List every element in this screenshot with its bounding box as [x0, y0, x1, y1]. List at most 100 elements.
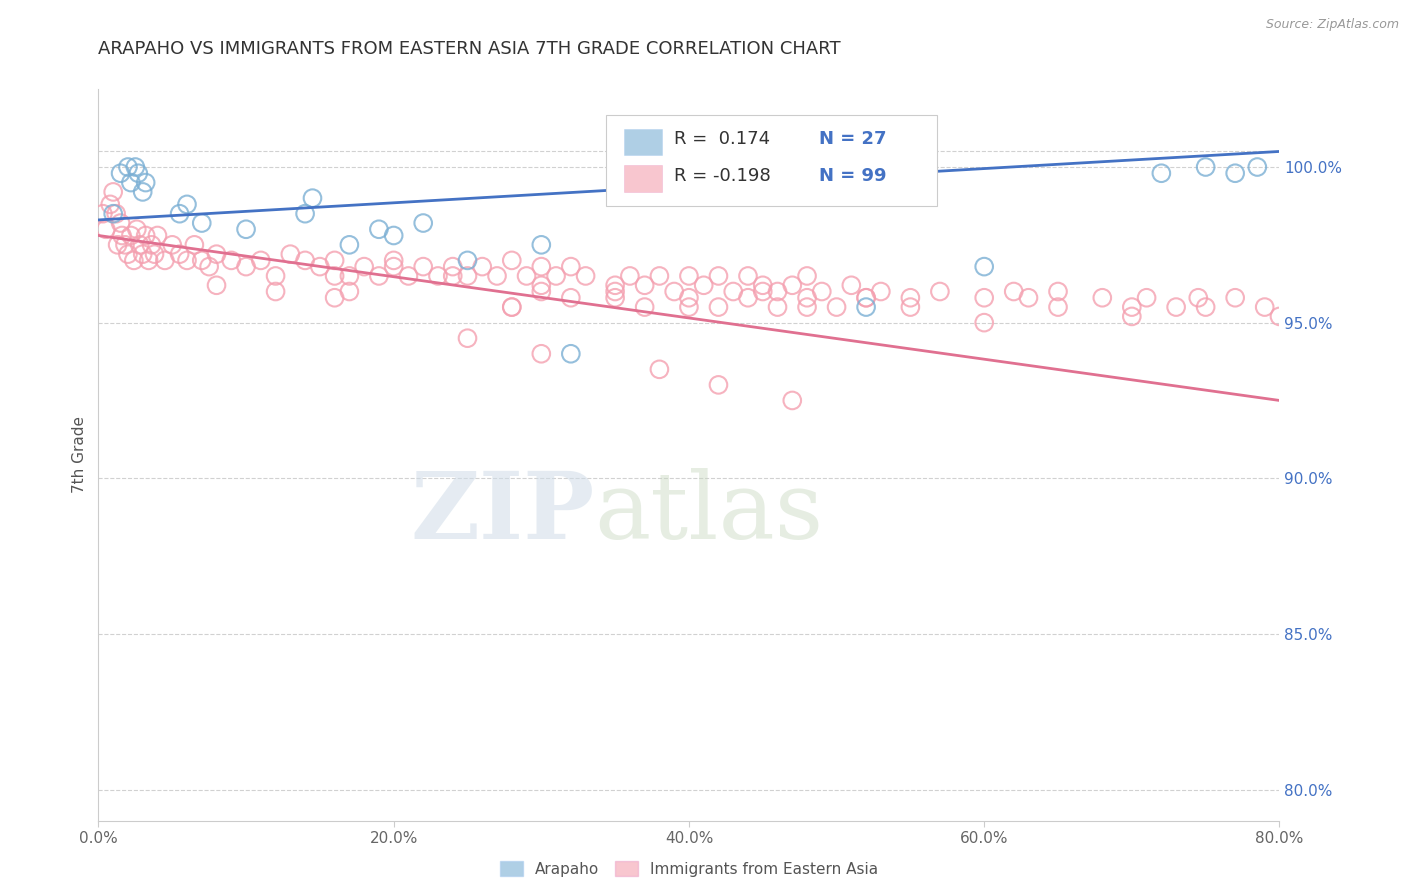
Point [122, 253, 145, 268]
Point [135, 228, 157, 243]
Point [456, 331, 478, 345]
Point [111, 228, 134, 243]
Point [441, 260, 464, 274]
Point [516, 268, 538, 283]
Point [309, 260, 332, 274]
FancyBboxPatch shape [624, 165, 662, 192]
Point [143, 247, 166, 261]
Point [368, 222, 391, 236]
Text: R = -0.198: R = -0.198 [673, 167, 770, 185]
Point [91, 207, 114, 221]
Point [751, 278, 773, 293]
Point [169, 207, 191, 221]
Point [723, 285, 745, 299]
Point [751, 285, 773, 299]
Point [1091, 291, 1114, 305]
Y-axis label: 7th Grade: 7th Grade [72, 417, 87, 493]
Point [471, 260, 494, 274]
Point [353, 260, 375, 274]
Point [1121, 300, 1143, 314]
Point [737, 291, 759, 305]
Point [235, 222, 257, 236]
Point [103, 185, 125, 199]
Point [707, 300, 730, 314]
Point [141, 237, 163, 252]
Point [796, 268, 818, 283]
Point [855, 300, 877, 314]
Point [796, 291, 818, 305]
Point [1017, 291, 1039, 305]
Point [530, 285, 553, 299]
Point [1195, 160, 1218, 174]
Point [427, 268, 450, 283]
Point [1164, 300, 1187, 314]
Point [132, 247, 155, 261]
Point [1268, 310, 1291, 324]
Point [264, 285, 287, 299]
Point [221, 253, 243, 268]
Point [1135, 291, 1157, 305]
Point [382, 228, 405, 243]
Point [103, 207, 125, 221]
Point [412, 216, 434, 230]
Point [737, 268, 759, 283]
Point [441, 268, 464, 283]
Point [138, 253, 160, 268]
Point [339, 285, 360, 299]
Point [278, 247, 302, 261]
Point [928, 285, 950, 299]
Point [412, 260, 434, 274]
Point [323, 268, 346, 283]
Point [973, 260, 995, 274]
Point [560, 260, 582, 274]
Point [135, 176, 157, 190]
FancyBboxPatch shape [606, 115, 936, 206]
Point [162, 237, 183, 252]
Point [900, 291, 922, 305]
Point [1246, 160, 1268, 174]
Point [132, 185, 155, 199]
Point [120, 176, 142, 190]
Point [810, 285, 832, 299]
Point [825, 300, 848, 314]
Point [693, 278, 716, 293]
Point [117, 247, 139, 261]
Point [796, 300, 818, 314]
Point [501, 300, 523, 314]
Point [153, 253, 176, 268]
Point [294, 253, 316, 268]
Point [396, 268, 419, 283]
Point [1002, 285, 1025, 299]
Point [707, 377, 730, 392]
Point [339, 237, 360, 252]
Text: N = 99: N = 99 [818, 167, 886, 185]
Point [198, 260, 221, 274]
Point [766, 285, 789, 299]
Point [900, 300, 922, 314]
Point [125, 222, 148, 236]
Point [841, 278, 863, 293]
Text: ARAPAHO VS IMMIGRANTS FROM EASTERN ASIA 7TH GRADE CORRELATION CHART: ARAPAHO VS IMMIGRANTS FROM EASTERN ASIA … [98, 40, 841, 58]
Point [117, 160, 139, 174]
Point [1254, 300, 1277, 314]
Point [382, 253, 405, 268]
Point [619, 268, 641, 283]
Point [855, 291, 877, 305]
Point [678, 268, 700, 283]
Point [560, 291, 582, 305]
Text: Source: ZipAtlas.com: Source: ZipAtlas.com [1265, 18, 1399, 31]
Point [869, 285, 891, 299]
Point [191, 253, 214, 268]
Point [110, 216, 132, 230]
Point [124, 160, 146, 174]
FancyBboxPatch shape [624, 128, 662, 155]
Point [782, 278, 804, 293]
Point [1046, 300, 1069, 314]
Point [94, 222, 117, 236]
Point [183, 237, 205, 252]
Point [1223, 166, 1246, 180]
Point [605, 285, 627, 299]
Point [105, 207, 128, 221]
Point [501, 300, 523, 314]
Text: atlas: atlas [595, 468, 824, 558]
